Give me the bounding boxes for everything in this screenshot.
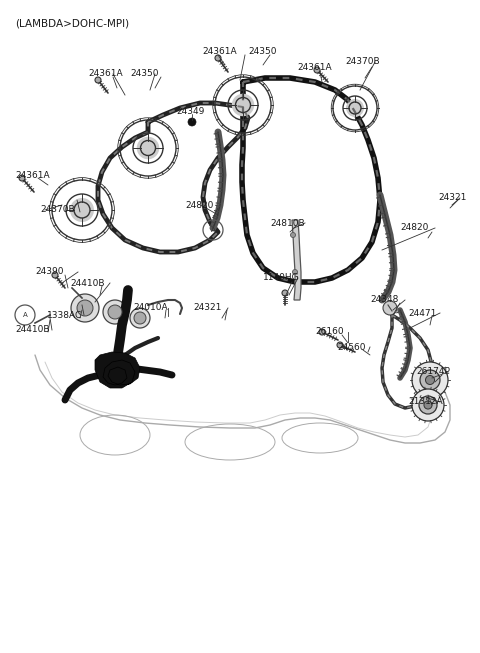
Circle shape — [95, 77, 101, 83]
Circle shape — [137, 136, 159, 159]
Text: 24321: 24321 — [193, 304, 221, 313]
Text: A: A — [23, 312, 27, 318]
Polygon shape — [95, 352, 140, 388]
Text: 24820: 24820 — [185, 200, 214, 210]
Circle shape — [77, 300, 93, 316]
Circle shape — [52, 272, 58, 278]
Text: 1338AC: 1338AC — [47, 310, 82, 319]
Circle shape — [337, 342, 343, 348]
Circle shape — [292, 270, 298, 274]
Text: 24810B: 24810B — [270, 219, 305, 227]
Text: 24410B: 24410B — [70, 278, 105, 287]
Circle shape — [103, 300, 127, 324]
Circle shape — [412, 362, 448, 398]
Text: A: A — [211, 227, 216, 233]
Circle shape — [419, 396, 437, 414]
Circle shape — [232, 94, 254, 116]
Text: 21312A: 21312A — [408, 398, 443, 407]
Circle shape — [134, 312, 146, 324]
Text: 24321: 24321 — [438, 193, 467, 202]
Text: 26174P: 26174P — [416, 368, 450, 377]
Circle shape — [346, 99, 364, 117]
Text: 26160: 26160 — [315, 328, 344, 336]
Text: 24820: 24820 — [400, 223, 428, 232]
Text: 24350: 24350 — [248, 48, 276, 57]
Circle shape — [215, 55, 221, 61]
Circle shape — [71, 294, 99, 322]
Circle shape — [108, 305, 122, 319]
Text: 24361A: 24361A — [88, 69, 122, 78]
Circle shape — [282, 290, 288, 296]
Circle shape — [424, 401, 432, 409]
Circle shape — [425, 375, 434, 385]
Circle shape — [420, 370, 440, 390]
Circle shape — [383, 301, 397, 315]
Text: 24410B: 24410B — [15, 325, 49, 334]
Circle shape — [70, 198, 94, 222]
Text: 24010A: 24010A — [133, 304, 168, 313]
Text: 1140HG: 1140HG — [263, 274, 300, 283]
Text: 24361A: 24361A — [297, 63, 332, 72]
Circle shape — [130, 308, 150, 328]
Circle shape — [314, 67, 320, 73]
Text: 24349: 24349 — [176, 108, 204, 116]
Text: 24348: 24348 — [370, 296, 398, 304]
Circle shape — [319, 329, 325, 335]
Text: 24370B: 24370B — [40, 206, 74, 214]
Circle shape — [412, 389, 444, 421]
Text: 24471: 24471 — [408, 308, 436, 317]
Circle shape — [19, 175, 25, 181]
Circle shape — [188, 118, 196, 126]
Text: 24361A: 24361A — [202, 48, 237, 57]
Text: 24350: 24350 — [130, 69, 158, 78]
Text: 24370B: 24370B — [345, 57, 380, 67]
Text: (LAMBDA>DOHC-MPI): (LAMBDA>DOHC-MPI) — [15, 18, 129, 28]
Text: 24560: 24560 — [337, 343, 365, 351]
Text: 24390: 24390 — [35, 268, 63, 276]
Circle shape — [290, 232, 296, 238]
Polygon shape — [292, 220, 301, 300]
Text: 24361A: 24361A — [15, 170, 49, 180]
